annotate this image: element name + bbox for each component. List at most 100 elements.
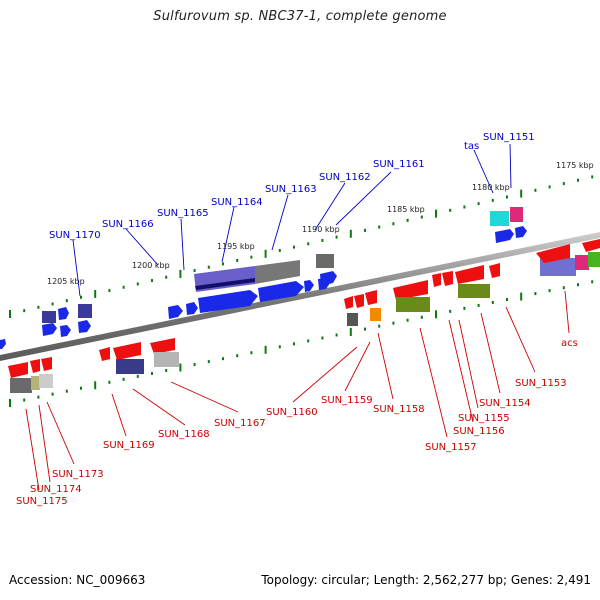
gene-arrow[interactable] (582, 239, 600, 252)
gene-feature[interactable] (195, 278, 255, 290)
scale-tick (108, 380, 111, 384)
gene-label-sun-1158[interactable]: SUN_1158 (373, 404, 425, 415)
gene-feature[interactable] (154, 352, 179, 367)
scale-tick (37, 305, 40, 309)
gene-arrow[interactable] (365, 290, 377, 305)
gene-arrow[interactable] (344, 296, 353, 309)
gene-label-acs[interactable]: acs (561, 338, 578, 349)
gene-arrow[interactable] (432, 273, 441, 287)
gene-arrow[interactable] (495, 229, 514, 243)
forward-leader-lines (72, 143, 512, 297)
scale-tick (65, 389, 68, 393)
gene-feature[interactable] (490, 211, 509, 226)
scale-tick (278, 345, 281, 349)
gene-feature[interactable] (510, 207, 523, 222)
gene-feature[interactable] (42, 311, 56, 323)
scale-tick (193, 269, 196, 273)
gene-arrow[interactable] (60, 325, 71, 337)
gene-arrow[interactable] (8, 362, 28, 378)
gene-label-sun-1159[interactable]: SUN_1159 (321, 395, 373, 406)
gene-label-tas[interactable]: tas (464, 141, 479, 152)
gene-feature[interactable] (31, 376, 40, 390)
gene-feature[interactable] (540, 258, 576, 276)
gene-arrow[interactable] (515, 226, 527, 238)
gene-label-sun-1153[interactable]: SUN_1153 (515, 378, 567, 389)
scale-tick (165, 368, 168, 372)
genome-backbone (0, 232, 600, 361)
gene-label-sun-1161[interactable]: SUN_1161 (373, 159, 425, 170)
kbp-label: 1185 kbp (387, 205, 425, 214)
scale-tick (236, 258, 239, 262)
gene-arrow[interactable] (0, 339, 6, 349)
gene-label-sun-1162[interactable]: SUN_1162 (319, 172, 371, 183)
scale-tick (264, 249, 267, 258)
gene-arrow[interactable] (30, 359, 40, 373)
gene-feature[interactable] (588, 252, 600, 267)
gene-arrow[interactable] (455, 265, 484, 284)
scale-tick (591, 280, 594, 284)
kbp-label: 1175 kbp (556, 161, 594, 170)
gene-arrow[interactable] (198, 290, 258, 313)
gene-label-sun-1156[interactable]: SUN_1156 (453, 426, 505, 437)
gene-feature[interactable] (370, 308, 381, 321)
gene-arrow[interactable] (41, 357, 52, 371)
gene-label-sun-1165[interactable]: SUN_1165 (157, 208, 209, 219)
gene-label-sun-1168[interactable]: SUN_1168 (158, 429, 210, 440)
gene-arrow[interactable] (78, 320, 91, 333)
gene-arrow[interactable] (258, 281, 304, 302)
gene-label-sun-1151[interactable]: SUN_1151 (483, 132, 535, 143)
gene-label-sun-1167[interactable]: SUN_1167 (214, 418, 266, 429)
gene-arrow[interactable] (536, 244, 570, 263)
gene-feature[interactable] (255, 260, 300, 284)
gene-label-sun-1174[interactable]: SUN_1174 (30, 484, 82, 495)
gene-feature[interactable] (347, 313, 358, 326)
gene-feature[interactable] (458, 284, 490, 298)
gene-label-sun-1160[interactable]: SUN_1160 (266, 407, 318, 418)
gene-feature[interactable] (116, 359, 144, 374)
scale-tick (435, 209, 437, 218)
gene-label-sun-1175[interactable]: SUN_1175 (16, 496, 68, 507)
gene-arrow[interactable] (489, 263, 500, 278)
scale-tick (65, 299, 68, 303)
gene-arrow[interactable] (354, 294, 364, 308)
gene-feature[interactable] (78, 304, 92, 318)
gene-arrow[interactable] (318, 278, 330, 290)
gene-feature[interactable] (316, 254, 334, 268)
scale-tick (151, 279, 153, 283)
scale-tick (378, 225, 381, 229)
gene-feature[interactable] (10, 378, 32, 393)
forward-features (0, 207, 600, 349)
gene-feature[interactable] (396, 297, 430, 312)
gene-label-sun-1154[interactable]: SUN_1154 (479, 398, 531, 409)
gene-label-sun-1164[interactable]: SUN_1164 (211, 197, 263, 208)
gene-arrow[interactable] (113, 342, 141, 360)
scale-tick (9, 399, 11, 407)
scale-tick (463, 306, 466, 310)
gene-arrow[interactable] (304, 280, 314, 292)
scale-tick (577, 283, 579, 287)
gene-arrow[interactable] (393, 280, 428, 300)
gene-label-sun-1155[interactable]: SUN_1155 (458, 413, 510, 424)
gene-label-sun-1163[interactable]: SUN_1163 (265, 184, 317, 195)
scale-tick (321, 238, 324, 242)
gene-feature[interactable] (575, 255, 589, 270)
kbp-label: 1195 kbp (217, 242, 255, 251)
gene-label-sun-1170[interactable]: SUN_1170 (49, 230, 101, 241)
accession-text: Accession: NC_009663 (9, 573, 146, 587)
scale-tick (207, 265, 210, 269)
kbp-label: 1205 kbp (47, 277, 85, 286)
gene-label-sun-1173[interactable]: SUN_1173 (52, 469, 104, 480)
gene-label-sun-1157[interactable]: SUN_1157 (425, 442, 477, 453)
gene-arrow[interactable] (442, 271, 453, 286)
gene-arrow[interactable] (186, 302, 198, 315)
gene-arrow[interactable] (150, 338, 175, 354)
gene-label-sun-1169[interactable]: SUN_1169 (103, 440, 155, 451)
gene-arrow[interactable] (168, 305, 183, 319)
gene-label-sun-1166[interactable]: SUN_1166 (102, 219, 154, 230)
gene-arrow[interactable] (42, 323, 57, 336)
gene-feature[interactable] (39, 374, 53, 388)
gene-arrow[interactable] (99, 347, 110, 361)
scale-tick (222, 262, 224, 266)
gene-arrow[interactable] (58, 307, 69, 320)
scale-tick (548, 185, 551, 189)
